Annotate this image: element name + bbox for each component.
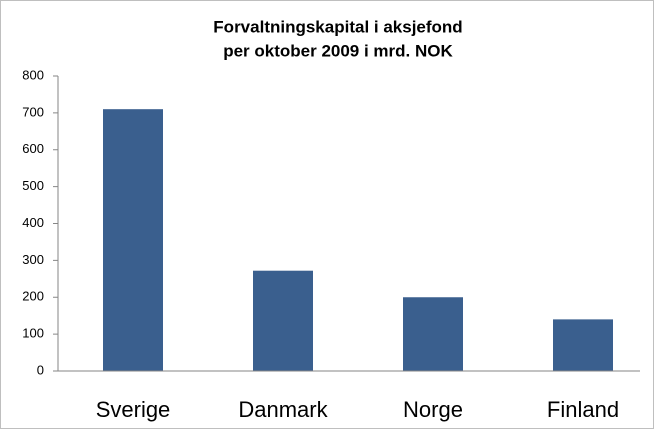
x-tick-label: Sverige <box>96 397 171 422</box>
y-tick-label: 600 <box>22 141 44 156</box>
x-tick-label: Danmark <box>238 397 328 422</box>
y-tick-label: 200 <box>22 289 44 304</box>
y-tick-label: 400 <box>22 215 44 230</box>
y-tick-label: 100 <box>22 326 44 341</box>
bar <box>253 270 313 371</box>
y-tick-label: 800 <box>22 67 44 82</box>
y-tick-label: 300 <box>22 252 44 267</box>
bar <box>403 297 463 371</box>
y-tick-label: 700 <box>22 104 44 119</box>
y-tick-label: 500 <box>22 178 44 193</box>
x-tick-label: Finland <box>547 397 619 422</box>
x-tick-label: Norge <box>403 397 463 422</box>
bar <box>103 109 163 371</box>
chart-title: Forvaltningskapital i aksjefond <box>213 17 462 36</box>
chart-title: per oktober 2009 i mrd. NOK <box>223 41 453 60</box>
y-tick-label: 0 <box>37 362 44 377</box>
bar <box>553 319 613 371</box>
